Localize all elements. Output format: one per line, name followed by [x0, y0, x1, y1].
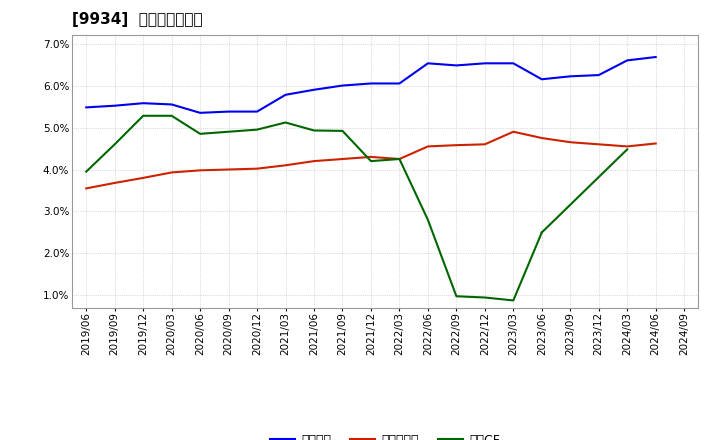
Line: 当期純利益: 当期純利益: [86, 132, 656, 188]
経常利益: [537, 77, 546, 82]
経常利益: [139, 101, 148, 106]
経常利益: [82, 105, 91, 110]
Line: 営業CF: 営業CF: [86, 116, 541, 301]
営業CF: [82, 169, 91, 174]
当期純利益: [225, 167, 233, 172]
当期純利益: [196, 168, 204, 173]
当期純利益: [623, 144, 631, 149]
経常利益: [423, 61, 432, 66]
経常利益: [480, 61, 489, 66]
経常利益: [225, 109, 233, 114]
当期純利益: [537, 136, 546, 141]
当期純利益: [652, 141, 660, 146]
経常利益: [595, 73, 603, 78]
当期純利益: [480, 142, 489, 147]
経常利益: [509, 61, 518, 66]
営業CF: [509, 298, 518, 303]
営業CF: [452, 293, 461, 299]
Legend: 経常利益, 当期純利益, 営業CF: 経常利益, 当期純利益, 営業CF: [266, 429, 505, 440]
当期純利益: [139, 175, 148, 180]
営業CF: [167, 113, 176, 118]
当期純利益: [253, 166, 261, 171]
営業CF: [480, 295, 489, 300]
当期純利益: [310, 158, 318, 164]
当期純利益: [452, 143, 461, 148]
経常利益: [196, 110, 204, 115]
営業CF: [310, 128, 318, 133]
当期純利益: [423, 144, 432, 149]
経常利益: [110, 103, 119, 108]
経常利益: [310, 87, 318, 92]
Text: [9934]  マージンの推移: [9934] マージンの推移: [72, 12, 202, 27]
当期純利益: [82, 186, 91, 191]
営業CF: [253, 127, 261, 132]
営業CF: [338, 128, 347, 133]
当期純利益: [566, 139, 575, 145]
営業CF: [537, 230, 546, 235]
当期純利益: [110, 180, 119, 186]
当期純利益: [282, 163, 290, 168]
経常利益: [282, 92, 290, 97]
経常利益: [623, 58, 631, 63]
営業CF: [366, 158, 375, 164]
経常利益: [452, 63, 461, 68]
営業CF: [196, 131, 204, 136]
当期純利益: [167, 170, 176, 175]
営業CF: [110, 142, 119, 147]
当期純利益: [395, 156, 404, 161]
当期純利益: [509, 129, 518, 134]
経常利益: [167, 102, 176, 107]
営業CF: [225, 129, 233, 134]
当期純利益: [595, 142, 603, 147]
経常利益: [566, 73, 575, 79]
経常利益: [253, 109, 261, 114]
当期純利益: [366, 154, 375, 160]
経常利益: [366, 81, 375, 86]
営業CF: [395, 156, 404, 161]
経常利益: [652, 55, 660, 60]
営業CF: [139, 113, 148, 118]
営業CF: [282, 120, 290, 125]
経常利益: [338, 83, 347, 88]
営業CF: [423, 217, 432, 223]
当期純利益: [338, 156, 347, 161]
経常利益: [395, 81, 404, 86]
Line: 経常利益: 経常利益: [86, 57, 656, 113]
